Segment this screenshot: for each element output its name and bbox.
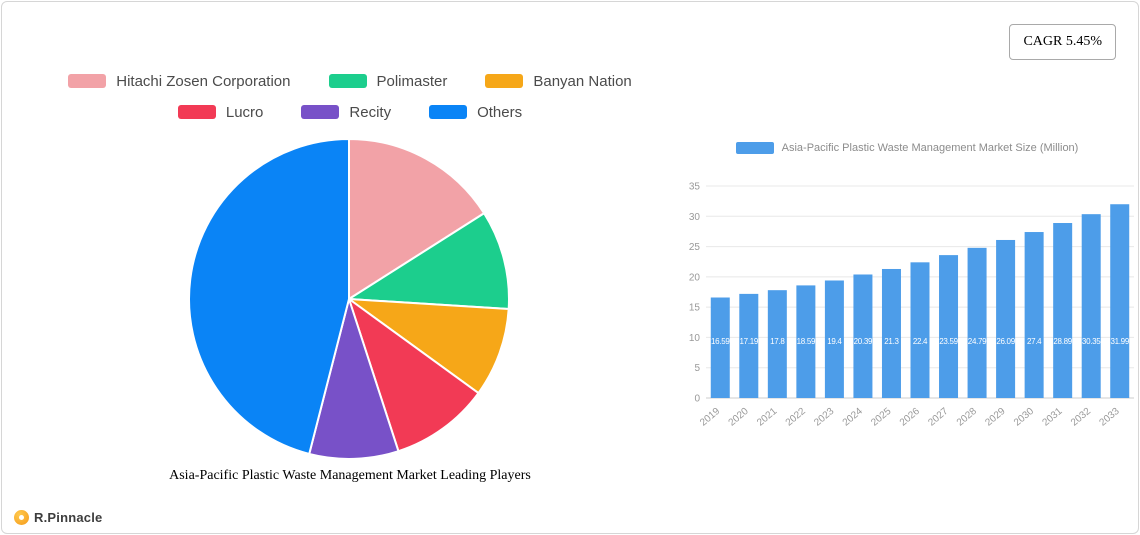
x-axis-tick-label: 2019 [698,406,722,426]
pie-legend: Hitachi Zosen Corporation Polimaster Banya… [0,70,700,123]
bar-value-label: 24.79 [968,337,987,346]
pie-chart [188,138,510,460]
x-axis-tick-label: 2032 [1069,406,1093,426]
y-axis-tick-label: 25 [689,242,701,253]
x-axis-tick-label: 2022 [784,406,808,426]
bar-value-label: 19.4 [827,337,842,346]
bar-2033 [1110,204,1130,398]
bar-2030 [1024,232,1044,398]
pie-legend-item[interactable]: Others [429,104,522,121]
bar-2019 [710,297,730,398]
cagr-badge: CAGR 5.45% [1009,24,1116,60]
pie-legend-label: Lucro [225,103,264,121]
bar-chart-section: Asia-Pacific Plastic Waste Management Ma… [676,142,1138,431]
bar-2025 [881,268,901,398]
bar-value-label: 27.4 [1027,337,1042,346]
bar-2022 [796,285,816,398]
pie-legend-label: Banyan Nation [533,72,632,90]
bar-2024 [853,274,873,398]
y-axis-tick-label: 35 [689,182,701,193]
pie-slice-banyan-nation [348,298,510,395]
x-axis-tick-label: 2020 [727,406,751,426]
bar-value-label: 20.39 [854,337,873,346]
bar-value-label: 28.89 [1053,337,1072,346]
pie-legend-item[interactable]: Recity [301,104,391,121]
pie-legend-swatch [485,74,524,88]
x-axis-tick-label: 2023 [812,406,836,426]
bar-legend-item[interactable]: Asia-Pacific Plastic Waste Management Ma… [676,142,1138,154]
pie-legend-swatch [177,105,216,119]
pie-legend-item[interactable]: Lucro [177,103,264,121]
pie-slice-polimaster [348,212,510,311]
pie-chart-section: Hitachi Zosen Corporation Polimaster Banya… [0,70,700,500]
bar-value-label: 21.3 [884,337,899,346]
pie-legend-swatch [429,105,468,119]
pie-slice-hitachi-zosen-corporation [348,138,486,300]
pie-legend-label: Recity [349,103,392,121]
logo-text: R.Pinnacle [34,510,103,525]
x-axis-tick-label: 2026 [898,406,922,426]
pie-slice-recity [308,298,400,460]
y-axis-tick-label: 15 [689,303,701,314]
x-axis-tick-label: 2028 [955,406,979,426]
y-axis-tick-label: 30 [689,212,701,223]
y-axis-tick-label: 10 [689,333,701,344]
x-axis-tick-label: 2030 [1012,406,1036,426]
x-axis-tick-label: 2031 [1040,406,1064,426]
bar-legend-swatch [735,142,774,154]
x-axis-tick-label: 2025 [869,406,893,426]
x-axis-tick-label: 2027 [926,406,950,426]
pie-slice-lucro [348,298,480,453]
pie-legend-swatch [328,74,367,88]
logo-icon [14,510,29,525]
bar-2032 [1081,214,1101,398]
pie-slice-others [188,138,350,455]
x-axis-tick-label: 2029 [983,406,1007,426]
pie-legend-item[interactable]: Banyan Nation [485,72,632,90]
bar-2029 [996,239,1016,398]
pie-legend-row-2: Lucro Recity Others [0,101,700,123]
bar-2020 [739,293,759,398]
bar-value-label: 30.35 [1082,337,1101,346]
bar-2021 [767,290,787,398]
pie-chart-title: Asia-Pacific Plastic Waste Management Ma… [169,468,531,483]
pie-legend-item[interactable]: Hitachi Zosen Corporation [68,72,291,90]
pie-legend-label: Others [477,103,523,121]
bar-2026 [910,262,930,398]
bar-2023 [824,280,844,398]
x-axis-labels: 2019 2020 2021 2022 2023 2024 2025 2026 2027 2028… [698,406,1122,429]
pie-legend-label: Hitachi Zosen Corporation [116,72,291,90]
bar-value-label: 26.09 [996,337,1015,346]
bar-value-label: 16.59 [711,337,730,346]
bar-value-label: 18.59 [797,337,816,346]
x-axis-tick-label: 2033 [1098,406,1122,426]
pie-legend-swatch [68,74,107,88]
bar-value-label: 23.59 [939,337,958,346]
bar-2027 [939,255,959,398]
x-axis-tick-label: 2021 [755,406,779,426]
bar-value-label: 17.8 [770,337,785,346]
bar-value-labels: 16.59 17.19 17.8 18.59 19.4 20.39 21.3 22.4 23.5… [711,337,1130,346]
pie-legend-row-1: Hitachi Zosen Corporation Polimaster Banya… [0,70,700,92]
pie-legend-item[interactable]: Polimaster [328,72,448,90]
y-axis-tick-label: 0 [694,394,700,405]
y-axis-tick-label: 5 [694,363,700,374]
bar-legend-label: Asia-Pacific Plastic Waste Management Ma… [781,142,1079,154]
pie-legend-swatch [301,105,340,119]
bar-value-label: 31.99 [1110,337,1129,346]
y-axis-tick-label: 20 [689,272,701,283]
bar-value-label: 17.19 [740,337,759,346]
bar-value-label: 22.4 [913,337,928,346]
bars [710,204,1130,398]
bar-2031 [1053,223,1073,398]
x-axis-tick-label: 2024 [841,406,865,426]
bar-2028 [967,247,987,398]
pie-legend-label: Polimaster [376,72,448,90]
logo: R.Pinnacle [14,510,102,525]
